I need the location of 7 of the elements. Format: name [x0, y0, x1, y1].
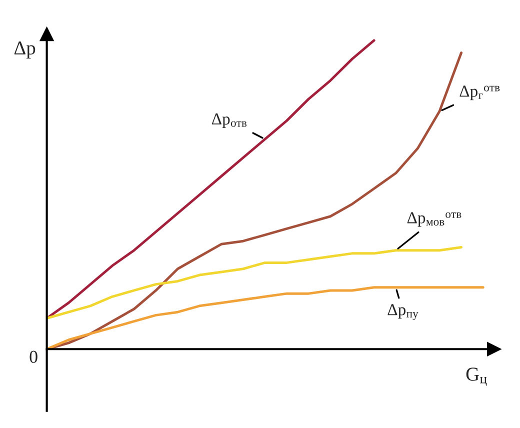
- series-label: Δp$_{отв}$: [212, 113, 247, 128]
- series-label: Δp$_{пу}$: [388, 304, 418, 320]
- series-label: Δp$_{г}$$^{отв}$: [460, 86, 500, 100]
- series-label: Δp$_{мов}$$^{отв}$: [407, 212, 462, 227]
- x-axis-title: G$_{ц}$: [466, 368, 487, 386]
- y-axis-title: Δp: [14, 42, 36, 58]
- text: 0: [30, 350, 38, 363]
